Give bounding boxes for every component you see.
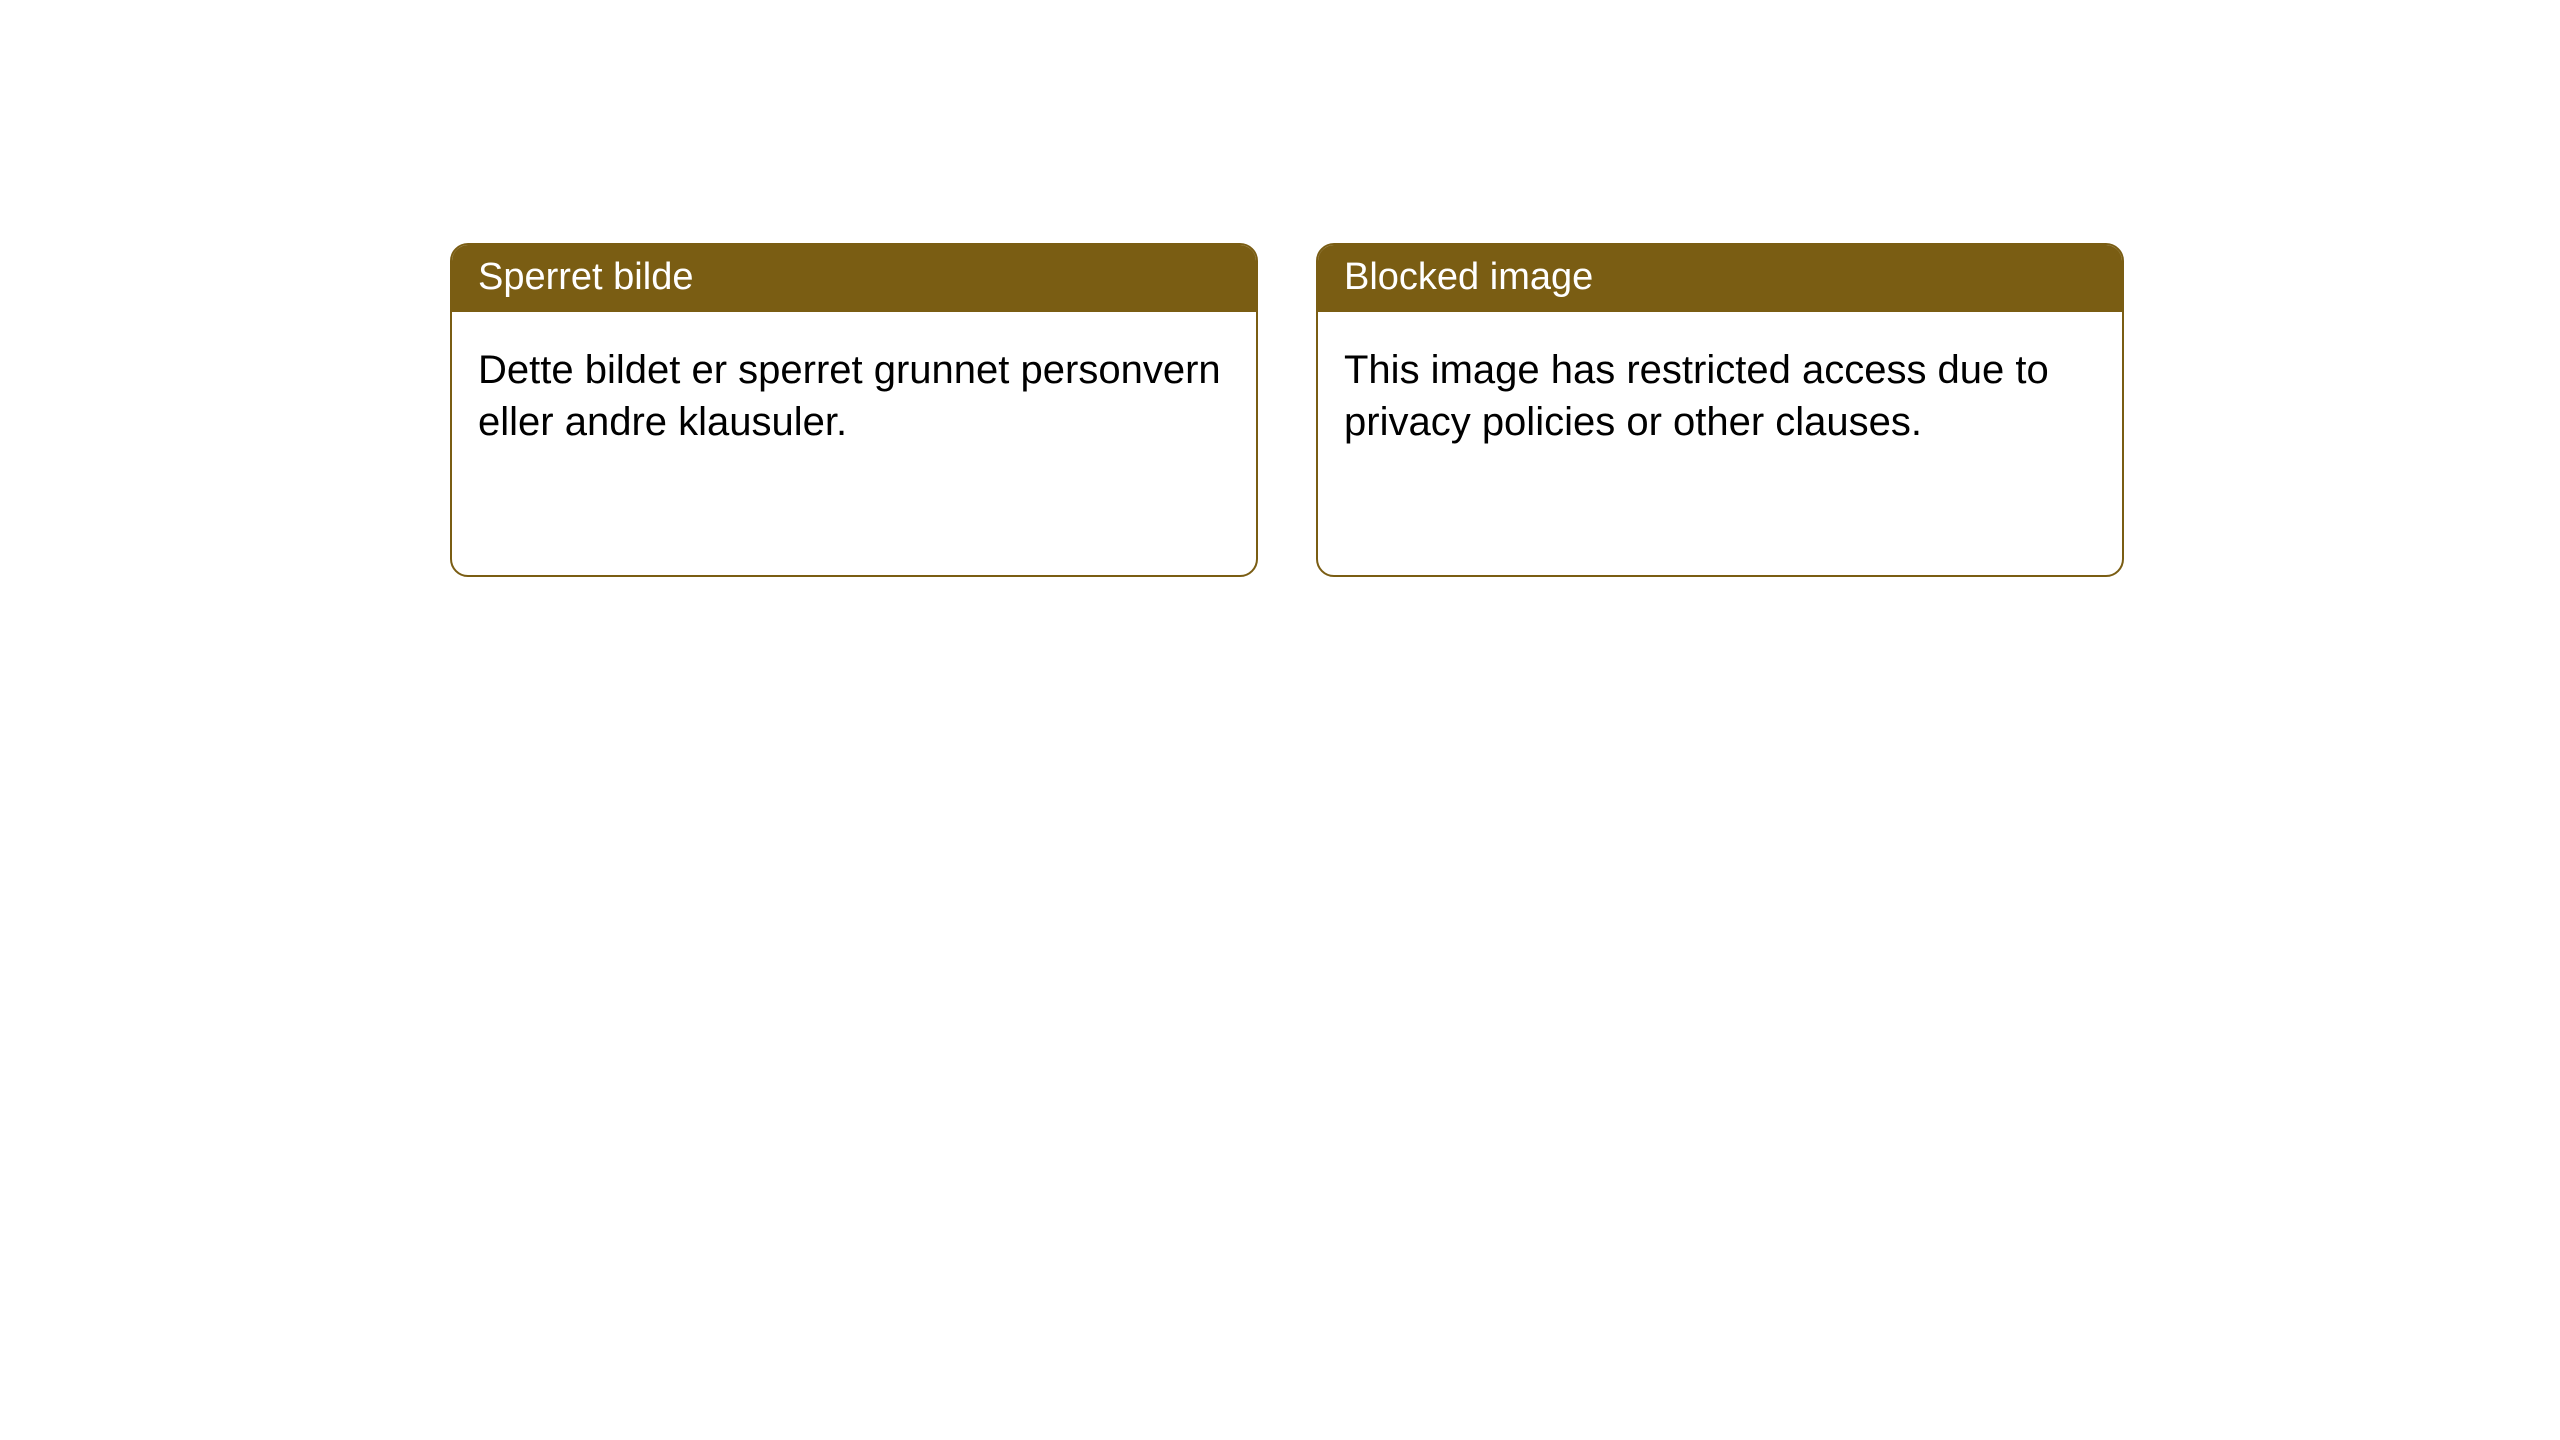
card-header-english: Blocked image (1318, 245, 2122, 312)
card-header-norwegian: Sperret bilde (452, 245, 1256, 312)
blocked-image-card-norwegian: Sperret bilde Dette bildet er sperret gr… (450, 243, 1258, 577)
blocked-image-card-english: Blocked image This image has restricted … (1316, 243, 2124, 577)
card-body-english: This image has restricted access due to … (1318, 312, 2122, 480)
card-body-norwegian: Dette bildet er sperret grunnet personve… (452, 312, 1256, 480)
notice-cards-container: Sperret bilde Dette bildet er sperret gr… (0, 0, 2560, 577)
